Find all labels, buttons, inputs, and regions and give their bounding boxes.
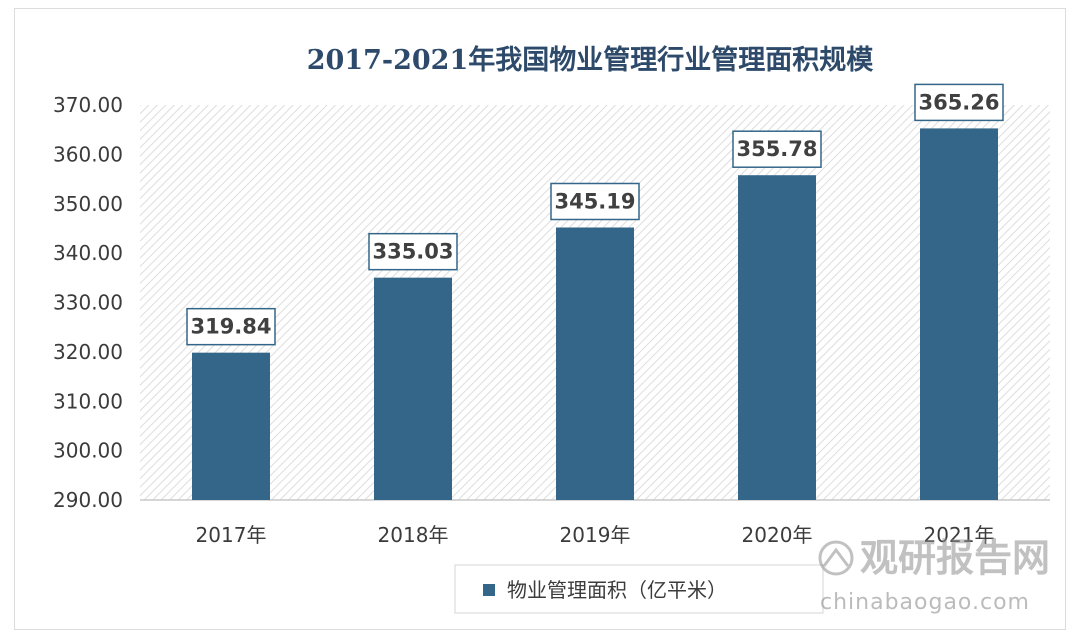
x-category-label: 2021年 (924, 523, 995, 547)
data-label: 355.78 (736, 137, 817, 161)
data-labels-group: 319.84 335.03 345.19 355.78 365.26 (186, 83, 1004, 346)
watermark-url: chinabaogao.com (820, 590, 1030, 615)
chart-frame: 2017-2021年我国物业管理行业管理面积规模 290.00 300.00 310… (14, 8, 1066, 630)
legend-box (454, 564, 824, 614)
bar-chart: 2017-2021年我国物业管理行业管理面积规模 290.00 300.00 310… (53, 44, 1050, 615)
x-category-label: 2020年 (742, 523, 813, 547)
legend: 物业管理面积（亿平米） (454, 564, 824, 614)
data-label-box (732, 130, 822, 168)
bar (374, 277, 452, 500)
chinabaogao-logo-icon (818, 540, 854, 576)
x-category-label: 2019年 (560, 523, 631, 547)
y-tick-label: 290.00 (53, 488, 123, 512)
legend-swatch (483, 584, 495, 596)
data-label-box (186, 307, 276, 346)
chart-title: 2017-2021年我国物业管理行业管理面积规模 (307, 44, 874, 76)
y-tick-label: 340.00 (53, 241, 123, 265)
data-label-box (368, 232, 458, 271)
y-tick-label: 300.00 (53, 439, 123, 463)
y-tick-label: 330.00 (53, 291, 123, 315)
y-axis: 290.00 300.00 310.00 320.00 330.00 340.00 350.… (53, 93, 123, 512)
y-tick-label: 360.00 (53, 142, 123, 166)
watermark-name: 观研报告网 (860, 536, 1050, 580)
data-label-box (550, 182, 640, 221)
x-category-label: 2017年 (196, 523, 267, 547)
bar (192, 352, 270, 500)
bar (556, 227, 634, 500)
legend-label: 物业管理面积（亿平米） (507, 578, 727, 602)
data-label: 335.03 (372, 240, 453, 264)
y-tick-label: 350.00 (53, 192, 123, 216)
data-label: 319.84 (190, 315, 271, 339)
data-label: 365.26 (918, 90, 999, 114)
bar (738, 175, 816, 500)
y-tick-label: 370.00 (53, 93, 123, 117)
x-axis: 2017年 2018年 2019年 2020年 2021年 (196, 523, 995, 547)
watermark: 观研报告网 chinabaogao.com (818, 536, 1050, 615)
bars-group (192, 128, 998, 500)
x-category-label: 2018年 (378, 523, 449, 547)
y-tick-label: 310.00 (53, 389, 123, 413)
bar (920, 128, 998, 500)
data-label: 345.19 (554, 189, 635, 213)
y-tick-label: 320.00 (53, 340, 123, 364)
data-label-box (914, 83, 1004, 122)
